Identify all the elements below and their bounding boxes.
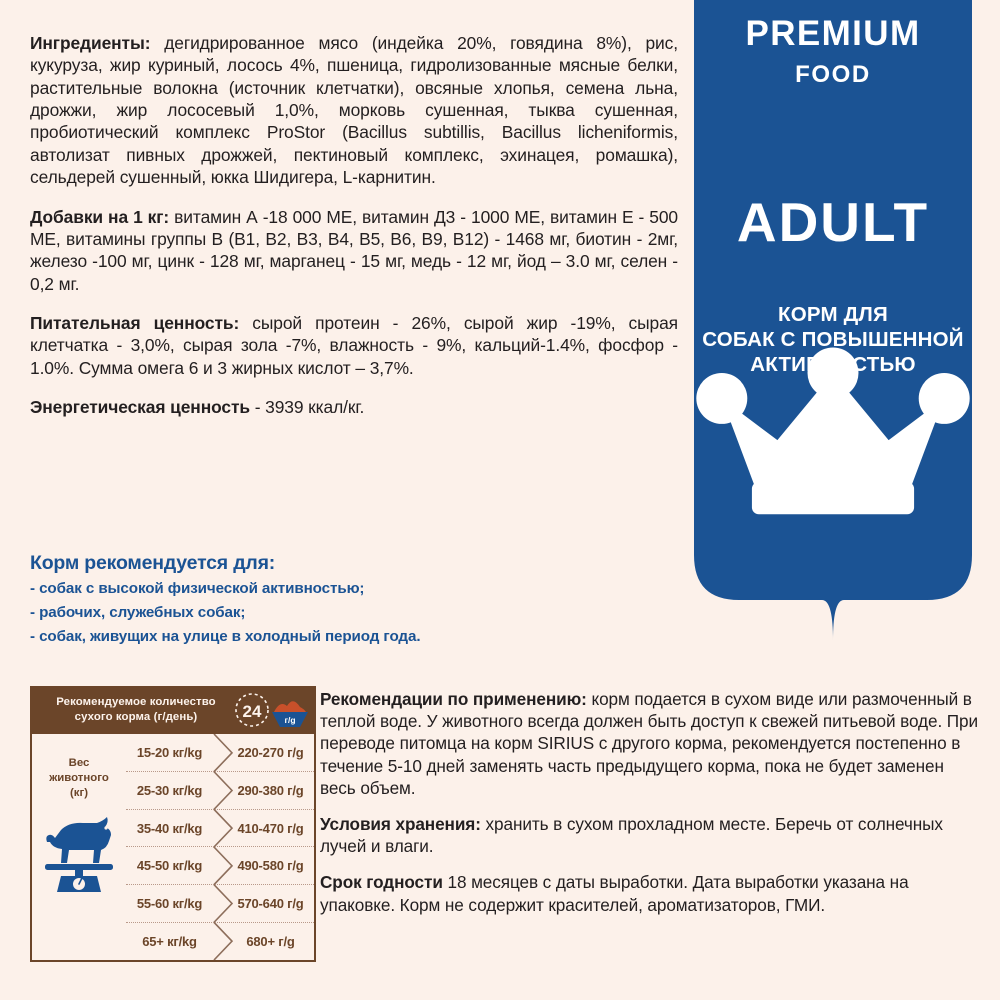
row-weight: 15-20 кг/kg bbox=[136, 744, 203, 760]
24h-bowl-icon: 24 г/g bbox=[235, 693, 308, 727]
banner-subtitle-line2: СОБАК С ПОВЫШЕННОЙ bbox=[702, 328, 964, 351]
usage-text: корм подается в сухом виде или размоченн… bbox=[320, 689, 979, 798]
additives-text: витамин А -18 000 МЕ, витамин Д3 - 1000 … bbox=[30, 206, 678, 294]
row-weight: 45-50 кг/kg bbox=[136, 858, 203, 874]
row-weight: 35-40 кг/kg bbox=[136, 820, 203, 836]
feeding-table-body: Вес животного (кг) bbox=[30, 734, 316, 962]
recommended-for-heading: Корм рекомендуется для: bbox=[30, 552, 276, 574]
row-weight: 55-60 кг/kg bbox=[136, 896, 203, 912]
nutrition-paragraph: Питательная ценность: сырой протеин - 26… bbox=[30, 312, 678, 379]
unit-label: г/g bbox=[284, 715, 295, 725]
row-amount: 570-640 г/g bbox=[237, 896, 304, 912]
shelf-life-label: Срок годности bbox=[320, 872, 443, 893]
storage-text: хранить в сухом прохладном месте. Беречь… bbox=[320, 813, 943, 857]
crown-icon bbox=[696, 347, 970, 515]
spacer bbox=[30, 385, 678, 396]
row-weight: 65+ кг/kg bbox=[142, 934, 197, 950]
spacer bbox=[320, 863, 980, 871]
table-row: 35-40 кг/kg 410-470 г/g bbox=[126, 810, 314, 848]
adult-label: ADULT bbox=[736, 191, 930, 253]
animal-weight-label-line1: Вес bbox=[68, 757, 90, 769]
feeding-table-left-column: Вес животного (кг) bbox=[32, 734, 126, 960]
storage-paragraph: Условия хранения: хранить в сухом прохла… bbox=[320, 813, 980, 857]
energy-text: - 3939 ккал/кг. bbox=[249, 397, 365, 418]
spacer bbox=[30, 195, 678, 206]
table-row: 25-30 кг/kg 290-380 г/g bbox=[126, 772, 314, 810]
recommended-for-item: - рабочих, служебных собак; bbox=[30, 603, 246, 621]
shelf-life-paragraph: Срок годности 18 месяцев с даты выработк… bbox=[320, 871, 980, 915]
animal-weight-label-line2: животного bbox=[49, 771, 109, 784]
dog-on-scale-icon bbox=[45, 817, 113, 893]
feeding-table: Рекомендуемое количество сухого корма (г… bbox=[30, 686, 316, 962]
ingredients-label: Ингредиенты: bbox=[30, 33, 151, 53]
feeding-table-title: Рекомендуемое количество сухого корма (г… bbox=[40, 695, 232, 724]
row-amount: 680+ г/g bbox=[246, 934, 295, 950]
additives-paragraph: Добавки на 1 кг: витамин А -18 000 МЕ, в… bbox=[30, 206, 678, 295]
recommended-for-item: - собак с высокой физической активностью… bbox=[30, 580, 365, 598]
usage-label: Рекомендации по применению: bbox=[320, 689, 587, 709]
row-amount: 410-470 г/g bbox=[237, 820, 304, 836]
ingredients-text: дегидрированное мясо (индейка 20%, говяд… bbox=[30, 33, 678, 188]
feeding-table-rows: 15-20 кг/kg 220-270 г/g 25-30 кг/kg 290-… bbox=[126, 734, 314, 960]
banner-subtitle-line1: КОРМ ДЛЯ bbox=[778, 303, 888, 326]
table-row: 15-20 кг/kg 220-270 г/g bbox=[126, 734, 314, 772]
animal-weight-label-line3: (кг) bbox=[69, 786, 89, 799]
feeding-table-header: Рекомендуемое количество сухого корма (г… bbox=[30, 686, 316, 734]
shelf-life-text: 18 месяцев с даты выработки. Дата вырабо… bbox=[320, 872, 909, 915]
row-amount: 220-270 г/g bbox=[237, 744, 304, 760]
usage-paragraph: Рекомендации по применению: корм подаетс… bbox=[320, 688, 980, 799]
spacer bbox=[320, 805, 980, 813]
animal-weight-label: Вес животного (кг) bbox=[49, 756, 109, 800]
row-amount: 490-580 г/g bbox=[237, 858, 304, 874]
food-label: FOOD bbox=[795, 61, 871, 88]
storage-label: Условия хранения: bbox=[320, 813, 481, 834]
energy-label: Энергетическая ценность bbox=[30, 397, 250, 418]
feeding-table-title-line1: Рекомендуемое количество bbox=[56, 696, 216, 709]
hours-value: 24 bbox=[243, 702, 262, 721]
table-row: 45-50 кг/kg 490-580 г/g bbox=[126, 847, 314, 886]
nutrition-label: Питательная ценность: bbox=[30, 312, 240, 333]
energy-paragraph: Энергетическая ценность - 3939 ккал/кг. bbox=[30, 396, 678, 418]
table-row: 65+ кг/kg 680+ г/g bbox=[126, 923, 314, 960]
premium-label: PREMIUM bbox=[745, 14, 921, 53]
row-weight: 25-30 кг/kg bbox=[136, 782, 203, 798]
additives-label: Добавки на 1 кг: bbox=[30, 206, 170, 227]
recommended-for-item: - собак, живущих на улице в холодный пер… bbox=[30, 627, 421, 645]
product-info-column: Ингредиенты: дегидрированное мясо (индей… bbox=[30, 32, 678, 424]
spacer bbox=[30, 301, 678, 312]
ingredients-paragraph: Ингредиенты: дегидрированное мясо (индей… bbox=[30, 32, 678, 189]
usage-info-column: Рекомендации по применению: корм подаетс… bbox=[320, 688, 980, 922]
premium-banner: PREMIUM FOOD ADULT КОРМ ДЛЯ СОБАК С ПОВЫ… bbox=[694, 0, 972, 655]
nutrition-text: сырой протеин - 26%, сырой жир -19%, сыр… bbox=[30, 312, 678, 378]
row-amount: 290-380 г/g bbox=[237, 782, 304, 798]
feeding-table-title-line2: сухого корма (г/день) bbox=[74, 711, 198, 723]
recommended-for-block: Корм рекомендуется для: - собак с высоко… bbox=[30, 552, 670, 648]
table-row: 55-60 кг/kg 570-640 г/g bbox=[126, 885, 314, 924]
